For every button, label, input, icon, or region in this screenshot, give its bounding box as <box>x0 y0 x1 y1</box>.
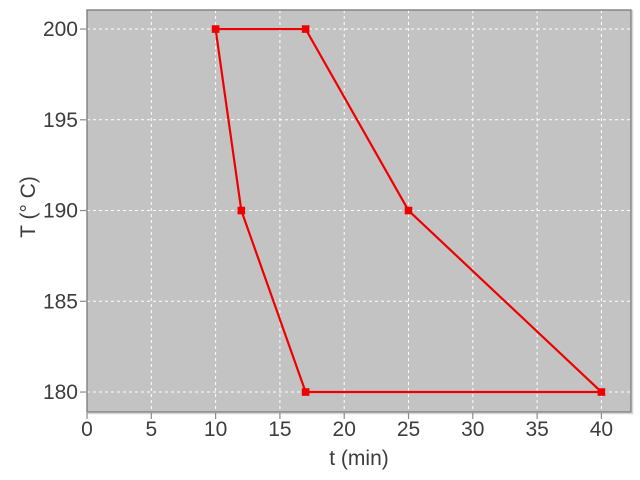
data-point-marker <box>404 206 413 215</box>
panel-shadow <box>87 10 634 415</box>
data-point-marker <box>301 25 310 33</box>
x-tick-label: 30 <box>461 418 484 441</box>
y-tick-label: 190 <box>43 200 78 223</box>
x-tick-label: 10 <box>204 418 227 441</box>
data-point-marker <box>211 25 220 33</box>
data-point-marker <box>597 388 606 396</box>
x-tick-label: 20 <box>333 418 356 441</box>
y-tick-label: 200 <box>43 18 78 41</box>
x-axis-title: t (min) <box>329 447 389 470</box>
x-tick-label: 15 <box>268 418 291 441</box>
panel-border <box>86 9 632 413</box>
data-point-marker <box>301 388 310 396</box>
data-point-marker <box>237 206 246 215</box>
y-tick-label: 180 <box>43 381 78 404</box>
x-tick-label: 40 <box>590 418 613 441</box>
x-tick-label: 0 <box>81 418 93 441</box>
x-tick-label: 5 <box>145 418 157 441</box>
x-tick-label: 25 <box>397 418 420 441</box>
y-axis-title: T (° C) <box>17 176 40 238</box>
y-tick-label: 195 <box>43 109 78 132</box>
x-tick-label: 35 <box>525 418 548 441</box>
y-tick-label: 185 <box>43 290 78 313</box>
